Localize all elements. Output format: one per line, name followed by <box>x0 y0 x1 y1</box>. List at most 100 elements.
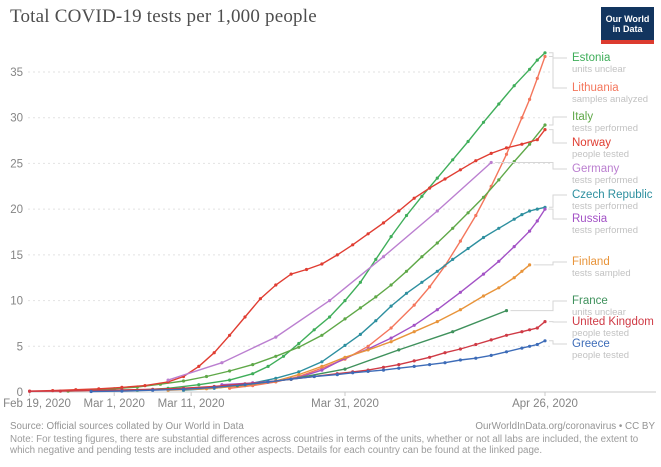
data-point <box>435 308 439 312</box>
data-point <box>181 387 186 391</box>
series-estonia[interactable] <box>135 51 547 392</box>
data-point <box>120 389 124 393</box>
data-point <box>543 207 547 211</box>
data-point <box>266 380 270 384</box>
data-point <box>404 269 409 273</box>
legend-item-united-kingdom[interactable]: United Kingdom people tested <box>572 316 661 339</box>
data-point <box>451 226 455 230</box>
data-point <box>228 333 232 337</box>
data-point <box>543 128 547 132</box>
legend-item-greece[interactable]: Greece people tested <box>572 338 661 361</box>
legend-connector <box>549 129 567 144</box>
data-point <box>520 269 524 273</box>
data-point <box>420 280 424 284</box>
data-point <box>320 262 324 266</box>
data-point <box>358 332 362 336</box>
data-point <box>366 344 370 348</box>
legend-item-finland[interactable]: Finland tests sampled <box>572 256 661 279</box>
data-point <box>458 168 462 172</box>
legend-item-france[interactable]: France units unclear <box>572 295 661 318</box>
plot-area: 0 5 10 15 20 25 30 35 Feb 19, 2020 Mar 1, 2020 Mar… <box>3 51 656 410</box>
data-point <box>512 84 516 88</box>
legend-item-czech-republic[interactable]: Czech Republic tests performed <box>572 189 661 212</box>
legend-item-germany[interactable]: Germany tests performed <box>572 163 661 186</box>
data-point <box>297 373 301 377</box>
data-point <box>528 97 532 101</box>
data-point <box>520 116 524 120</box>
series-italy[interactable] <box>66 123 547 393</box>
data-point <box>451 257 455 261</box>
data-point <box>274 335 278 339</box>
data-point <box>481 120 486 124</box>
legend-country-name: Germany <box>572 163 620 175</box>
data-point <box>504 333 509 337</box>
data-point <box>497 178 501 182</box>
data-point <box>520 142 524 146</box>
data-point <box>528 344 532 348</box>
data-point <box>535 138 539 142</box>
series-line <box>29 321 546 392</box>
data-point <box>435 269 439 273</box>
series-czech-republic[interactable] <box>181 205 547 392</box>
data-point <box>474 342 478 347</box>
data-point <box>458 290 462 294</box>
data-point <box>412 323 416 327</box>
data-point <box>504 350 509 354</box>
data-point <box>328 315 332 319</box>
data-point <box>474 159 478 163</box>
data-point <box>381 368 386 372</box>
data-point <box>481 272 486 276</box>
data-point <box>274 376 278 380</box>
data-point <box>404 291 409 295</box>
series-line <box>183 206 546 391</box>
data-point <box>274 354 278 358</box>
series-united-kingdom[interactable] <box>28 320 547 393</box>
data-point <box>451 158 455 162</box>
data-point <box>504 152 509 156</box>
data-point <box>397 348 401 352</box>
data-point <box>166 378 170 382</box>
attribution-link[interactable]: OurWorldInData.org/coronavirus • CC BY <box>475 421 655 432</box>
series-norway[interactable] <box>28 128 547 393</box>
data-point <box>212 385 216 389</box>
owid-logo[interactable]: Our World in Data <box>601 7 654 44</box>
legend-item-russia[interactable]: Russia tests performed <box>572 213 661 236</box>
legend-item-estonia[interactable]: Estonia units unclear <box>572 52 661 75</box>
legend-item-lithuania[interactable]: Lithuania samples analyzed <box>572 82 661 105</box>
data-point <box>289 377 293 381</box>
data-point <box>458 358 462 362</box>
data-point <box>204 374 209 379</box>
data-point <box>458 239 462 243</box>
data-point <box>89 389 93 394</box>
data-point <box>143 384 147 388</box>
legend-series-unit: units unclear <box>572 64 626 75</box>
data-point <box>535 76 539 80</box>
data-point <box>435 176 439 180</box>
legend-item-norway[interactable]: Norway people tested <box>572 137 661 160</box>
data-point <box>481 235 486 240</box>
y-axis-tick-label: 15 <box>10 250 23 262</box>
data-point <box>481 195 486 199</box>
data-point <box>258 297 262 301</box>
data-point <box>412 196 416 200</box>
data-point <box>374 319 378 323</box>
data-point <box>404 213 409 218</box>
data-point <box>528 142 532 146</box>
y-axis-tick-label: 30 <box>10 113 23 125</box>
data-point <box>412 359 416 363</box>
data-point <box>389 336 393 340</box>
data-point <box>197 364 201 368</box>
legend-connector <box>510 300 567 312</box>
legend-series-unit: tests performed <box>572 225 638 236</box>
series-greece[interactable] <box>89 339 547 394</box>
data-point <box>528 209 532 213</box>
legend-country-name: Greece <box>572 338 610 350</box>
legend-item-italy[interactable]: Italy tests performed <box>572 111 661 134</box>
series-germany[interactable] <box>166 160 493 382</box>
data-point <box>504 309 509 313</box>
series-russia[interactable] <box>220 207 547 387</box>
data-point <box>466 139 470 144</box>
data-point <box>381 255 386 259</box>
data-point <box>543 123 547 127</box>
